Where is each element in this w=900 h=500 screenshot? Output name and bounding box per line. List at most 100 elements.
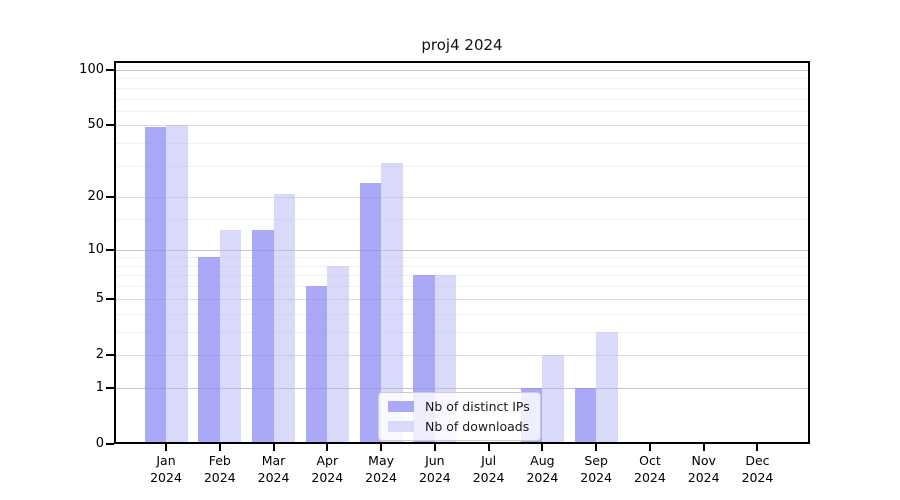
y-tick-mark	[106, 248, 114, 251]
x-tick-label: Sep 2024	[566, 452, 626, 486]
bar-downloads	[327, 265, 349, 442]
x-tick-label: Aug 2024	[512, 452, 572, 486]
x-tick-label: Jun 2024	[405, 452, 465, 486]
bar-distinct-ips	[574, 387, 597, 442]
y-tick-label: 1	[95, 379, 104, 395]
gridline-major	[114, 354, 810, 356]
x-tick-label: Dec 2024	[727, 452, 787, 486]
axis-spine-right	[808, 61, 810, 444]
x-tick-month: Sep	[584, 453, 608, 468]
x-tick-label: Nov 2024	[674, 452, 734, 486]
gridline-minor	[114, 331, 810, 333]
legend-swatch-downloads	[388, 421, 414, 432]
y-tick-label: 100	[79, 61, 104, 77]
axis-spine-bottom	[114, 442, 810, 444]
x-tick-year: 2024	[418, 470, 451, 485]
y-tick-mark	[106, 353, 114, 356]
x-tick-label: Feb 2024	[190, 452, 250, 486]
gridline-major	[114, 125, 810, 127]
gridline-minor	[114, 313, 810, 315]
x-tick-mark	[702, 444, 705, 451]
x-tick-mark	[165, 444, 167, 451]
y-tick-mark	[106, 124, 114, 127]
axis-spine-top	[114, 61, 810, 63]
x-tick-month: Mar	[261, 453, 286, 468]
x-tick-mark	[541, 444, 544, 451]
x-tick-year: 2024	[634, 470, 666, 485]
x-tick-year: 2024	[150, 470, 182, 485]
y-tick-mark	[106, 443, 114, 445]
x-tick-label: Oct 2024	[620, 452, 680, 486]
gridline-minor	[114, 286, 810, 288]
y-tick-mark	[106, 68, 114, 71]
gridline-minor	[114, 265, 810, 267]
legend-swatch-distinct-ips	[388, 401, 414, 412]
x-tick-year: 2024	[365, 470, 397, 485]
gridline-minor	[114, 165, 810, 167]
x-tick-mark	[756, 444, 759, 451]
gridline-major	[114, 387, 810, 389]
gridline-minor	[114, 87, 810, 89]
bar-distinct-ips	[252, 230, 274, 442]
x-tick-mark	[272, 444, 275, 451]
bar-distinct-ips	[144, 126, 166, 442]
x-tick-label: Jul 2024	[459, 452, 519, 486]
bar-distinct-ips	[359, 183, 382, 442]
gridline-major	[114, 69, 810, 71]
x-tick-mark	[595, 444, 598, 451]
legend-row: Nb of downloads	[388, 419, 530, 434]
bar-downloads	[219, 230, 242, 442]
y-tick-label: 2	[95, 346, 104, 362]
x-tick-month: Dec	[745, 453, 770, 468]
gridline-minor	[114, 143, 810, 145]
y-tick-label: 0	[95, 436, 104, 451]
x-tick-month: Nov	[691, 453, 716, 468]
x-tick-year: 2024	[203, 470, 236, 485]
x-tick-year: 2024	[311, 470, 344, 485]
x-tick-mark	[487, 444, 490, 451]
x-tick-month: Apr	[316, 453, 339, 468]
x-tick-year: 2024	[257, 470, 290, 485]
bar-distinct-ips	[198, 257, 220, 442]
x-tick-label: May 2024	[351, 452, 411, 486]
y-tick-label: 10	[87, 241, 104, 257]
bar-distinct-ips	[305, 286, 328, 442]
y-tick-mark	[106, 196, 114, 199]
axis-spine-left	[114, 61, 116, 444]
x-tick-mark	[433, 444, 436, 451]
plot-area: Nb of distinct IPs Nb of downloads	[114, 61, 810, 444]
x-tick-label: Jan 2024	[136, 452, 196, 486]
x-tick-month: Jun	[425, 453, 445, 468]
x-tick-month: May	[368, 453, 394, 468]
chart-title: proj4 2024	[421, 36, 503, 54]
x-tick-month: Jul	[481, 453, 497, 468]
x-tick-month: Jan	[156, 453, 176, 468]
x-tick-mark	[380, 444, 383, 451]
y-tick-label: 20	[87, 189, 104, 205]
bar-downloads	[381, 163, 403, 442]
x-tick-month: Aug	[530, 453, 555, 468]
legend-label-downloads: Nb of downloads	[425, 419, 530, 434]
bar-downloads	[542, 354, 564, 442]
legend: Nb of distinct IPs Nb of downloads	[378, 392, 541, 441]
y-tick-label: 50	[87, 117, 104, 133]
x-tick-month: Feb	[208, 453, 231, 468]
x-tick-mark	[218, 444, 221, 451]
x-tick-label: Mar 2024	[244, 452, 304, 486]
x-tick-year: 2024	[526, 470, 559, 485]
y-tick-mark	[106, 386, 114, 389]
y-tick-mark	[106, 297, 114, 300]
legend-label-distinct-ips: Nb of distinct IPs	[425, 399, 530, 414]
gridline-minor	[114, 78, 810, 80]
x-tick-mark	[326, 444, 329, 451]
gridline-minor	[114, 219, 810, 221]
bar-downloads	[596, 331, 618, 442]
gridline-minor	[114, 98, 810, 100]
legend-row: Nb of distinct IPs	[388, 399, 530, 414]
x-tick-year: 2024	[741, 470, 774, 485]
x-tick-mark	[648, 444, 651, 451]
gridline-minor	[114, 257, 810, 259]
gridline-major	[114, 197, 810, 199]
bar-downloads	[273, 193, 296, 442]
